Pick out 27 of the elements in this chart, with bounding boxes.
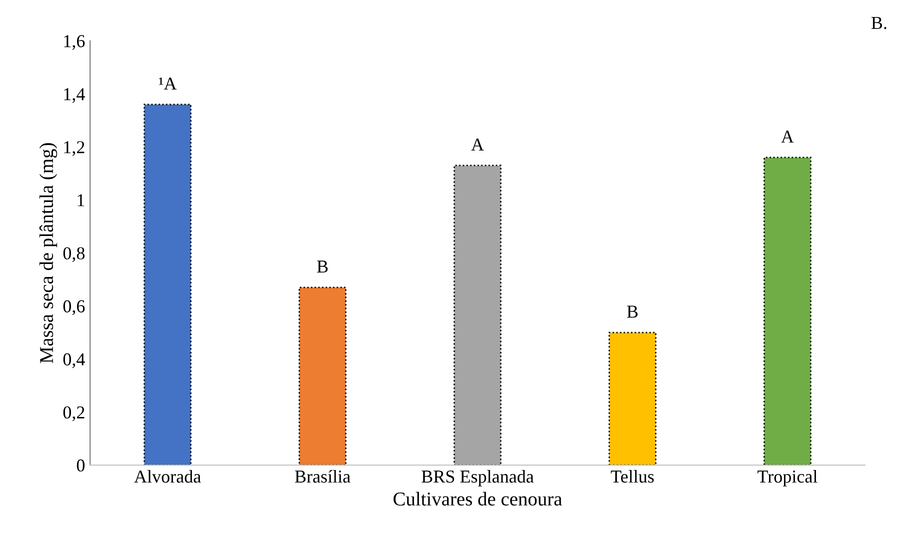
y-tick-label: 1,6 — [64, 35, 85, 50]
text: B. — [871, 17, 886, 30]
bar — [298, 286, 346, 466]
y-tick-label: 0,6 — [63, 300, 85, 316]
y-tick-label: 1 — [78, 194, 84, 206]
y-tick-label: 0 — [76, 459, 85, 472]
annotation: A — [471, 138, 484, 150]
bar — [608, 332, 656, 466]
x-tick-label: BRS Esplanada — [422, 470, 534, 486]
bar — [454, 164, 502, 466]
x-tick-label: Tropical — [758, 470, 818, 486]
y-tick-label: 1,2 — [64, 141, 84, 156]
annotation: B — [317, 260, 328, 273]
y-axis-title: Massa seca de plântula (mg) — [39, 143, 58, 364]
annotation: ¹A — [158, 78, 177, 90]
y-tick-label: 0,8 — [63, 247, 85, 262]
bar — [144, 104, 192, 466]
bar — [764, 156, 812, 466]
x-tick-label: Alvorada — [134, 470, 201, 483]
x-axis-title: Cultivares de cenoura — [394, 492, 562, 506]
annotation: A — [781, 130, 794, 143]
annotation: B — [627, 306, 638, 318]
y-tick-label: 0,4 — [63, 353, 85, 368]
y-tick-label: 0,2 — [63, 406, 84, 422]
y-tick-label: 1,4 — [64, 88, 85, 103]
x-tick-label: Brasília — [294, 470, 350, 483]
x-tick-label: Tellus — [610, 470, 654, 483]
